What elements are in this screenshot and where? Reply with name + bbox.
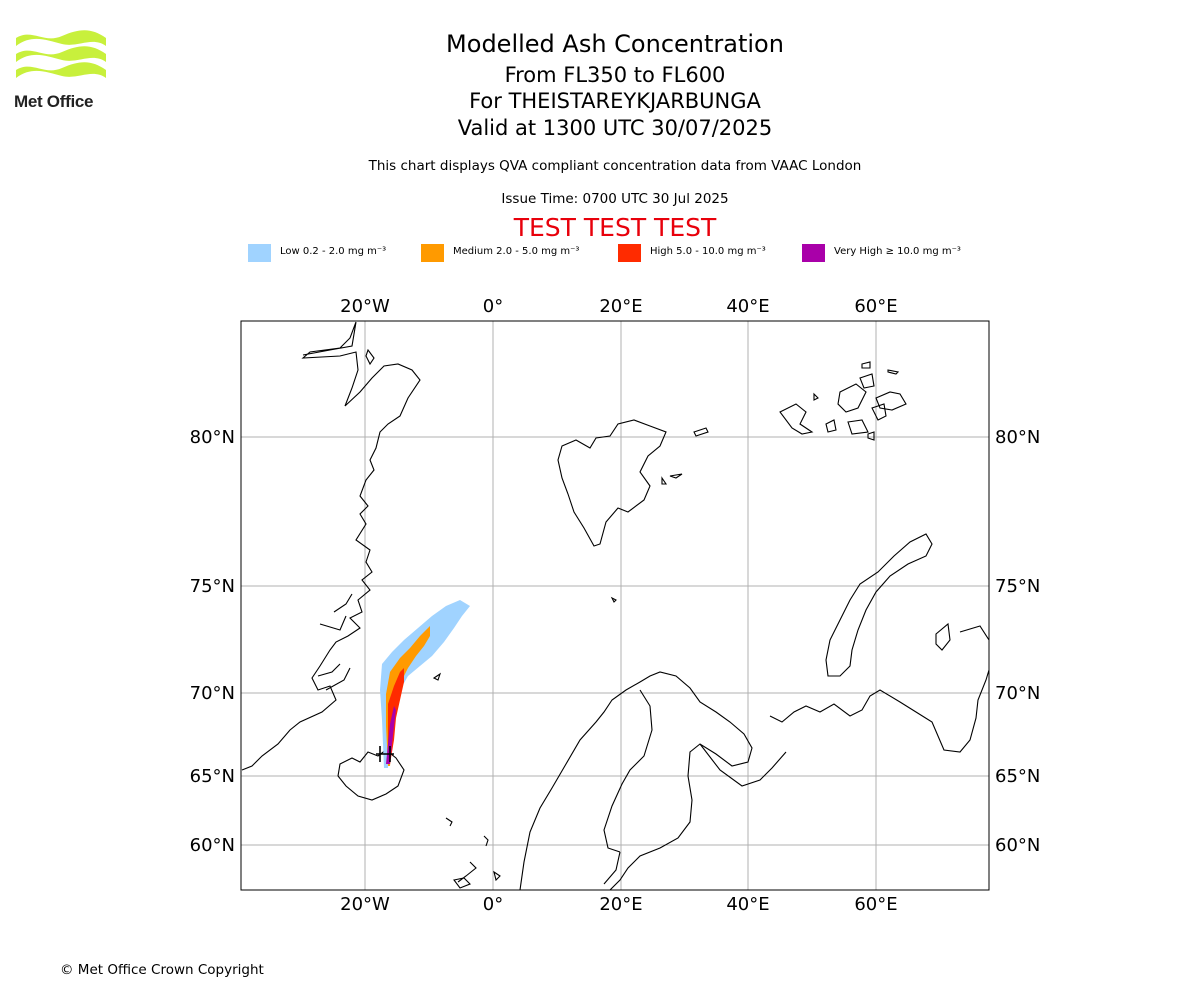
novaya-zemlya [825, 533, 933, 677]
right-lat-label-1: 75°N [995, 576, 1040, 597]
met-office-logo: Met Office [14, 30, 109, 112]
issue-time: Issue Time: 0700 UTC 30 Jul 2025 [501, 191, 729, 207]
chart-title: Modelled Ash Concentration [446, 30, 784, 58]
greenland-fjords [317, 593, 353, 691]
top-lon-label-4: 60°E [854, 296, 897, 317]
franz-josef-land [779, 361, 907, 441]
left-lat-label-2: 70°N [190, 683, 235, 704]
ash-plume [380, 600, 470, 768]
map-gridlines [241, 321, 989, 890]
bottom-lon-label-3: 40°E [726, 894, 769, 915]
chart-subtitle: This chart displays QVA compliant concen… [368, 158, 862, 174]
copyright-notice: © Met Office Crown Copyright [60, 962, 264, 978]
bottom-lon-label-0: 20°W [340, 894, 390, 915]
top-lon-label-0: 20°W [340, 296, 390, 317]
svalbard-coast [557, 419, 667, 547]
right-lat-label-0: 80°N [995, 427, 1040, 448]
left-lat-label-0: 80°N [190, 427, 235, 448]
legend-label-very-high: Very High ≥ 10.0 mg m⁻³ [834, 246, 961, 257]
bottom-lon-label-2: 20°E [599, 894, 642, 915]
legend-swatch-medium [421, 244, 444, 262]
logo-text: Met Office [14, 92, 94, 111]
russia-coast [769, 622, 990, 753]
axis-labels: 20°W 0° 20°E 40°E 60°E 20°W 0° 20°E 40°E… [190, 296, 1041, 915]
misc-islands [432, 596, 617, 883]
iceland-coast [337, 749, 405, 801]
top-lon-label-1: 0° [483, 296, 503, 317]
top-lon-label-2: 20°E [599, 296, 642, 317]
legend-swatch-low [248, 244, 271, 262]
volcano-name: For THEISTAREYKJARBUNGA [469, 89, 761, 113]
legend-label-medium: Medium 2.0 - 5.0 mg m⁻³ [453, 246, 580, 257]
legend-swatch-very-high [802, 244, 825, 262]
right-lat-label-4: 60°N [995, 835, 1040, 856]
greenland-island [365, 348, 375, 366]
test-banner: TEST TEST TEST [513, 213, 717, 242]
scandinavia-interior [603, 689, 787, 885]
flight-level-range: From FL350 to FL600 [504, 63, 726, 87]
legend-label-high: High 5.0 - 10.0 mg m⁻³ [650, 246, 766, 257]
left-lat-label-4: 60°N [190, 835, 235, 856]
left-lat-label-1: 75°N [190, 576, 235, 597]
map-frame [240, 320, 990, 891]
bottom-lon-label-1: 0° [483, 894, 503, 915]
volcano-icon [376, 746, 394, 762]
right-lat-label-3: 65°N [995, 766, 1040, 787]
bottom-lon-label-4: 60°E [854, 894, 897, 915]
ash-plume-very-high [386, 706, 396, 764]
legend-label-low: Low 0.2 - 2.0 mg m⁻³ [280, 246, 387, 257]
top-lon-label-3: 40°E [726, 296, 769, 317]
valid-time: Valid at 1300 UTC 30/07/2025 [457, 116, 773, 140]
coastlines [241, 321, 990, 891]
met-office-waves-icon [16, 30, 106, 78]
right-lat-label-2: 70°N [995, 683, 1040, 704]
norway-west-islands [453, 870, 501, 889]
svalbard-islands [661, 427, 709, 485]
ash-plume-low [380, 600, 470, 768]
legend-swatch-high [618, 244, 641, 262]
greenland-coast [241, 321, 421, 771]
left-lat-label-3: 65°N [190, 766, 235, 787]
scandinavia-coast [519, 671, 753, 891]
